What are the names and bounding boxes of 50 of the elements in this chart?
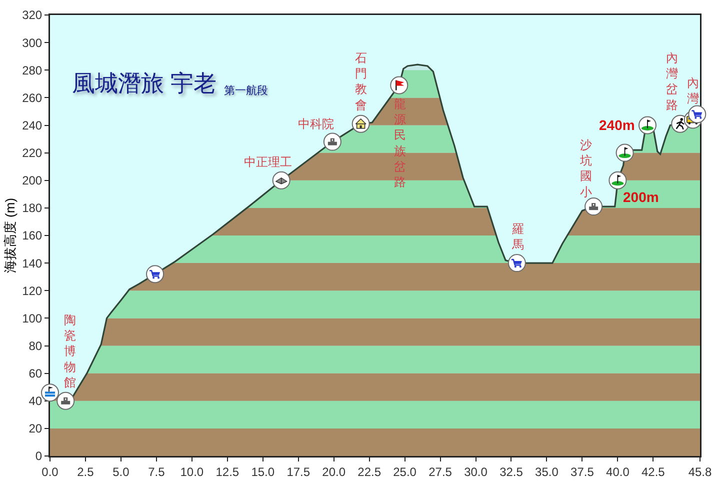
y-tick-label: 200	[22, 174, 42, 188]
annotation: 200m	[623, 189, 659, 205]
y-tick-label: 300	[22, 36, 42, 50]
y-tick-label: 120	[22, 284, 42, 298]
annotation: 內灣	[687, 76, 699, 106]
x-tick-label: 32.5	[500, 464, 524, 479]
annotation: 240m	[599, 117, 635, 133]
x-tick-label: 0.0	[42, 464, 59, 479]
x-tick-label: 17.5	[286, 464, 310, 479]
y-tick-label: 80	[28, 338, 42, 353]
y-tick-label: 100	[22, 311, 42, 326]
text: 第一航段	[224, 84, 268, 97]
x-tick-label: 5.0	[112, 464, 130, 479]
annotation: 羅馬	[511, 222, 524, 252]
x-tick-label: 37.5	[570, 464, 594, 479]
x-tick-label: 27.5	[428, 464, 452, 479]
x-tick-label: 10.0	[180, 464, 204, 479]
x-tick-label: 2.5	[77, 464, 94, 479]
annotation: 沙坑國小	[579, 138, 592, 199]
x-tick-label: 30.0	[464, 464, 488, 479]
x-tick-label: 25.0	[393, 464, 417, 479]
text: 風城潛旅 宇老	[72, 70, 216, 96]
annotation: 內灣岔路	[666, 51, 678, 112]
annotation: 中正理工	[244, 155, 292, 169]
x-tick-label: 7.5	[148, 464, 166, 479]
x-tick-label: 35.0	[535, 464, 559, 479]
y-tick-label: 140	[22, 256, 42, 270]
y-tick-label: 240	[22, 118, 42, 132]
y-tick-label: 260	[22, 90, 42, 105]
annotation: 中科院	[298, 117, 334, 131]
y-tick-label: 20	[28, 422, 42, 436]
y-tick-label: 0	[35, 449, 42, 464]
x-tick-label: 45.8	[688, 464, 712, 479]
y-tick-label: 280	[22, 63, 42, 78]
x-tick-label: 22.5	[358, 464, 382, 479]
annotation: 陶瓷博物館	[64, 313, 76, 390]
x-tick-label: 20.0	[322, 464, 346, 479]
y-tick-label: 320	[22, 8, 42, 22]
x-tick-label: 15.0	[251, 464, 275, 479]
y-tick-label: 60	[28, 366, 42, 381]
annotation: 龍源民族岔路	[394, 97, 406, 189]
annotation: 石門教會	[355, 51, 367, 112]
y-tick-label: 180	[22, 201, 42, 216]
x-tick-label: 12.5	[216, 464, 240, 479]
y-tick-label: 220	[22, 146, 42, 160]
x-tick-label: 40.0	[606, 464, 630, 479]
y-tick-label: 40	[28, 394, 42, 408]
y-axis-title: 海拔高度 (m)	[2, 198, 18, 274]
y-tick-label: 160	[22, 228, 42, 243]
x-tick-label: 42.5	[641, 464, 666, 479]
